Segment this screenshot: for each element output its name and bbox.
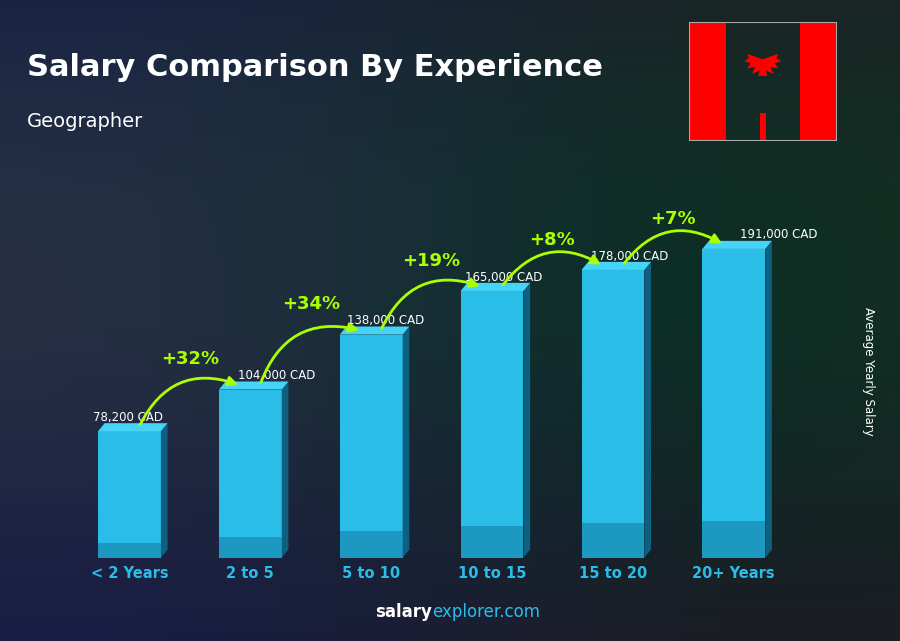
Bar [688,22,725,141]
Polygon shape [282,381,288,558]
Polygon shape [461,283,530,291]
Bar [461,291,524,558]
Bar [702,249,765,558]
Bar [461,526,524,558]
Polygon shape [524,283,530,558]
Text: +34%: +34% [282,296,340,313]
Text: salary: salary [375,603,432,621]
Polygon shape [340,326,410,335]
Text: 138,000 CAD: 138,000 CAD [347,314,424,327]
Text: explorer.com: explorer.com [432,603,540,621]
Polygon shape [98,423,167,431]
Text: 178,000 CAD: 178,000 CAD [591,249,669,263]
FancyArrowPatch shape [624,231,719,263]
Bar [340,335,402,558]
FancyArrowPatch shape [140,378,235,425]
FancyArrowPatch shape [382,279,477,328]
Bar [98,431,161,558]
Text: 104,000 CAD: 104,000 CAD [238,369,316,382]
Polygon shape [581,262,651,270]
Bar [702,520,765,558]
Bar [581,270,644,558]
Text: 165,000 CAD: 165,000 CAD [465,271,543,283]
Polygon shape [702,241,772,249]
Polygon shape [402,326,410,558]
Text: +7%: +7% [651,210,697,228]
Text: +19%: +19% [402,252,461,270]
Polygon shape [219,381,288,390]
Text: Geographer: Geographer [27,112,143,131]
Bar [581,523,644,558]
Bar [760,113,766,141]
Bar [98,542,161,558]
Polygon shape [644,262,651,558]
Text: Average Yearly Salary: Average Yearly Salary [862,308,875,436]
Bar [219,538,282,558]
Text: +32%: +32% [161,350,219,369]
Polygon shape [161,423,167,558]
Bar [219,390,282,558]
Text: 191,000 CAD: 191,000 CAD [740,228,817,242]
Text: +8%: +8% [529,231,575,249]
Polygon shape [765,241,772,558]
Bar [340,531,402,558]
FancyArrowPatch shape [261,324,356,383]
Text: 78,200 CAD: 78,200 CAD [94,411,163,424]
FancyArrowPatch shape [503,252,598,285]
Text: Salary Comparison By Experience: Salary Comparison By Experience [27,53,603,82]
Bar [800,22,837,141]
Polygon shape [744,54,781,76]
